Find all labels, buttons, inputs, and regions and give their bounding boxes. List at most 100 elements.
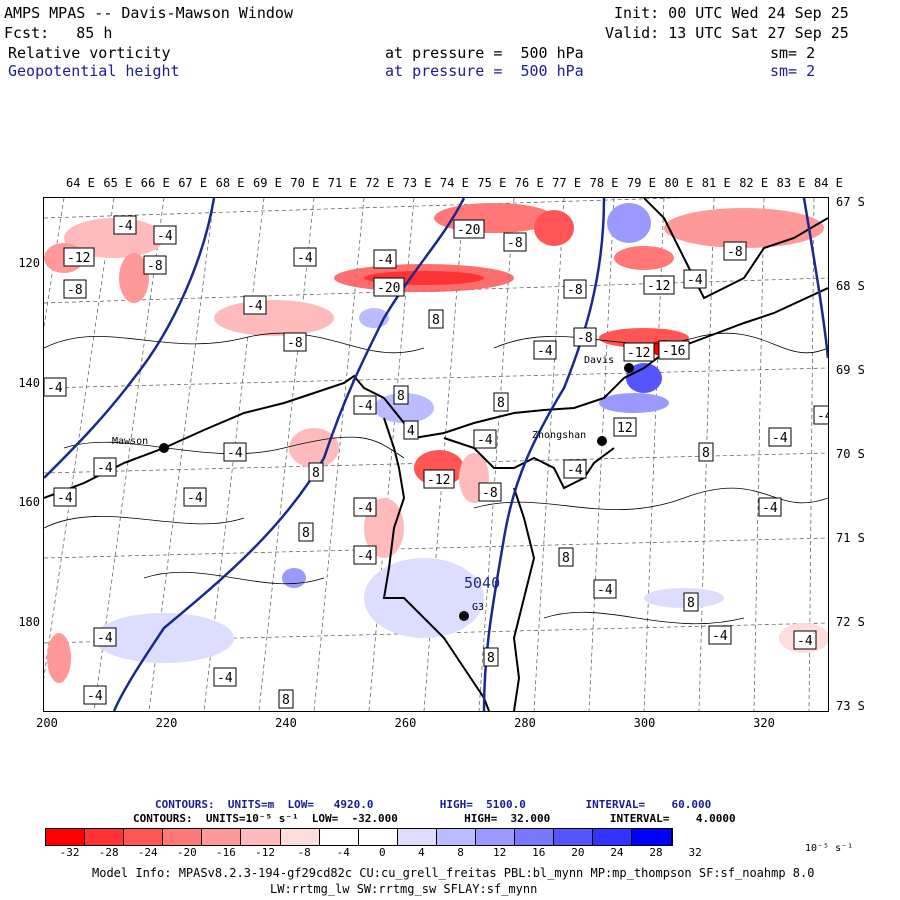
colorbar-tick: 0 [379,846,386,859]
colorbar-segment [632,829,672,845]
geopotential-contours [44,198,828,711]
vorticity-label: 8 [487,651,495,666]
vorticity-label-box [213,667,237,687]
valid-time: Valid: 13 UTC Sat 27 Sep 25 [605,24,849,42]
vorticity-label-box [593,579,617,599]
vorticity-label-box [613,417,637,437]
longitude-label: 73 E [402,176,432,190]
vorticity-label-box [683,592,699,612]
forecast-hour: Fcst: 85 h [4,24,113,42]
y-axis-label: 160 [18,495,40,509]
vorticity-label: -4 [297,251,313,266]
vorticity-label-box [353,497,377,517]
colorbar-tick: 20 [571,846,585,859]
vorticity-label-box [483,647,499,667]
longitude-label: 78 E [589,176,619,190]
vorticity-label-box [44,377,67,397]
vorticity-label-box [813,405,828,425]
vorticity-label-box [243,295,267,315]
vorticity-label-box [93,627,117,647]
latitude-label: 71 S [836,531,865,545]
vorticity-label-box [453,219,485,239]
colorbar-segment [319,829,359,845]
colorbar-segment [202,829,242,845]
longitude-label: 67 E [178,176,208,190]
vorticity-label: 8 [282,693,290,708]
longitude-label: 80 E [664,176,694,190]
longitude-label: 77 E [552,176,582,190]
vorticity-contour-info: CONTOURS: UNITS=10⁻⁵ s⁻¹ LOW= -32.000 HI… [133,812,736,825]
vorticity-label: -4 [97,631,113,646]
longitude-label: 83 E [776,176,806,190]
vorticity-label: -4 [217,671,233,686]
init-time: Init: 00 UTC Wed 24 Sep 25 [614,4,849,22]
vorticity-label-box [393,385,409,405]
vorticity-label-box [353,545,377,565]
longitude-label: 68 E [215,176,245,190]
map-canvas: Mawson Davis Zhongshan G3 5040 -4 -4 -12 -8… [44,198,828,711]
colorbar-tick: -20 [176,846,197,859]
x-axis-label: 200 [36,716,58,730]
vorticity-label: -4 [772,431,788,446]
vorticity-label-box [563,279,587,299]
station-mawson-dot [159,443,169,453]
vorticity-label: -4 [537,344,553,359]
vorticity-label-box [758,497,782,517]
vorticity-label: 8 [312,466,320,481]
longitude-label: 70 E [290,176,320,190]
colorbar-segment [163,829,203,845]
model-info: Model Info: MPASv8.2.3-194-gf29cd82c CU:… [92,866,815,880]
vorticity-label: -4 [157,229,173,244]
vorticity-label: -8 [482,486,498,501]
vorticity-label-box [373,277,405,297]
vorticity-label-box [308,462,324,482]
colorbar-tick: -4 [336,846,350,859]
vorticity-label-box [183,487,207,507]
vorticity-label: -8 [507,236,523,251]
vorticity-label-box [698,442,714,462]
x-axis-label: 320 [753,716,775,730]
vorticity-map: Mawson Davis Zhongshan G3 5040 -4 -4 -12 -8… [43,197,829,712]
colorbar-segment [280,829,320,845]
vorticity-label-box [793,630,817,650]
longitude-label: 82 E [739,176,769,190]
station-davis-label: Davis [584,355,614,366]
station-g3-label: G3 [472,602,484,613]
vorticity-label: -8 [67,283,83,298]
colorbar-tick: 12 [493,846,507,859]
vorticity-label: -4 [567,463,583,478]
vorticity-label-box [658,340,690,360]
latitude-label: 73 S [836,699,865,713]
vorticity-label: -8 [577,331,593,346]
longitude-label: 65 E [103,176,133,190]
vorticity-label-box [63,279,87,299]
vorticity-label-box [153,225,177,245]
colorbar-segment [593,829,633,845]
vorticity-label: -20 [457,223,480,238]
vorticity-label-box [403,420,419,440]
model-physics: LW:rrtmg_lw SW:rrtmg_sw SFLAY:sf_mynn [270,882,538,896]
vorticity-label-box [93,457,117,477]
vorticity-labels: -4 -4 -12 -8 -8 -4 -4 -4 -8 -20 -20 -8 -8 -8 -4 -12 -8 -1… [44,215,828,709]
colorbar-segment [124,829,164,845]
vorticity-label: -4 [97,461,113,476]
field2-name: Geopotential height [8,62,180,80]
vorticity-label-box [768,427,792,447]
vorticity-label-box [278,689,294,709]
station-zhongshan-dot [597,436,607,446]
colorbar-tick: -8 [297,846,311,859]
vorticity-label-box [683,269,707,289]
vorticity-label-box [293,247,317,267]
longitude-label: 66 E [140,176,170,190]
height-contour-info: CONTOURS: UNITS=m LOW= 4920.0 HIGH= 5100… [155,798,712,811]
field1-smoothing: sm= 2 [770,44,816,62]
vorticity-label-box [113,215,137,235]
longitude-label: 84 E [814,176,843,190]
colorbar-tick: -16 [216,846,236,859]
colorbar-tick: -12 [255,846,275,859]
vorticity-label: -8 [727,245,743,260]
plot-title: AMPS MPAS -- Davis-Mawson Window [4,4,293,22]
vorticity-label-box [473,429,497,449]
x-axis-label: 300 [633,716,656,730]
vorticity-label: 4 [407,424,415,439]
